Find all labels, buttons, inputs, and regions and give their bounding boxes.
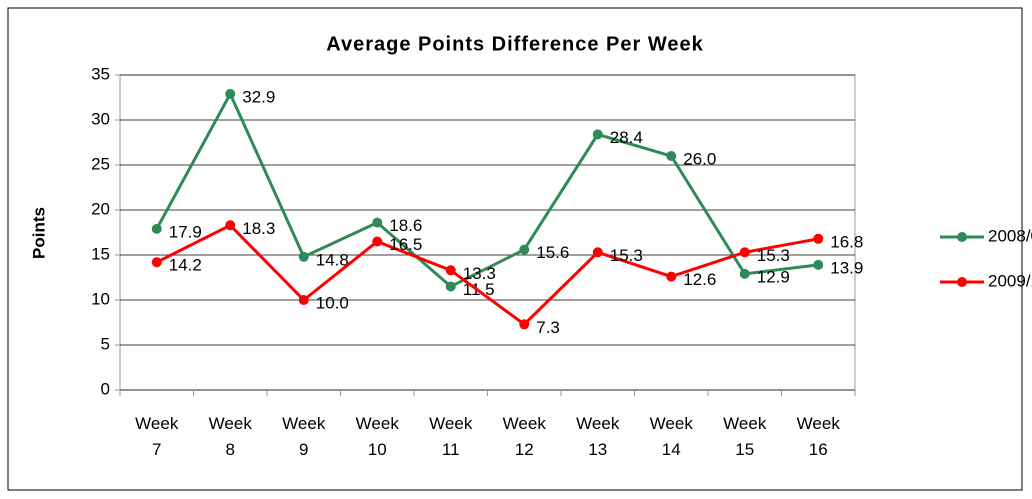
point <box>151 223 162 234</box>
data-label: 28.4 <box>610 128 643 147</box>
point <box>519 244 530 255</box>
x-tick-label: Week 8 <box>208 414 252 459</box>
data-label: 13.3 <box>463 264 496 283</box>
x-tick-label: Week 13 <box>576 414 620 459</box>
x-tick-label: Week 14 <box>649 414 693 459</box>
legend-marker <box>957 232 967 242</box>
point <box>372 217 383 228</box>
data-label: 12.6 <box>683 270 716 289</box>
data-label: 15.6 <box>536 243 569 262</box>
y-tick-label: 10 <box>91 289 110 308</box>
data-label: 14.2 <box>169 256 202 275</box>
point <box>666 271 677 282</box>
y-axis-label: Points <box>29 207 48 259</box>
data-label: 15.3 <box>757 246 790 265</box>
data-label: 16.8 <box>830 232 863 251</box>
point <box>592 129 603 140</box>
data-label: 16.5 <box>389 235 422 254</box>
x-tick-label: Week 12 <box>502 414 546 459</box>
point <box>813 259 824 270</box>
y-tick-label: 30 <box>91 109 110 128</box>
point <box>151 257 162 268</box>
data-label: 10.0 <box>316 293 349 312</box>
point <box>739 268 750 279</box>
data-label: 13.9 <box>830 258 863 277</box>
point <box>666 151 677 161</box>
x-tick-label: Week 7 <box>135 414 179 459</box>
series-line <box>155 90 819 289</box>
y-tick-label: 25 <box>91 154 110 173</box>
x-tick-label: Week 10 <box>355 414 399 459</box>
point <box>298 251 309 262</box>
data-label: 7.3 <box>536 318 560 337</box>
y-tick-label: 0 <box>101 379 110 398</box>
x-tick-label: Week 15 <box>723 414 767 459</box>
point <box>445 281 456 292</box>
y-tick-label: 20 <box>91 199 110 218</box>
data-label: 12.9 <box>757 267 790 286</box>
legend-label: 2009/10 <box>988 271 1032 290</box>
point <box>592 247 603 258</box>
plot-area <box>119 74 856 391</box>
point <box>225 220 236 231</box>
data-label: 14.8 <box>316 250 349 269</box>
x-tick-label: Week 9 <box>282 414 326 459</box>
y-tick-label: 35 <box>91 64 110 83</box>
x-tick-label: Week 16 <box>796 414 840 459</box>
data-label: 15.3 <box>610 246 643 265</box>
point <box>813 233 824 244</box>
data-label: 26.0 <box>683 149 716 168</box>
point <box>298 295 309 305</box>
y-tick-label: 5 <box>101 334 110 353</box>
series-line <box>156 223 819 327</box>
y-tick-label: 15 <box>91 244 110 263</box>
data-label: 18.6 <box>389 216 422 235</box>
chart-title: Average Points Difference Per Week <box>326 33 703 55</box>
point <box>225 88 236 99</box>
point <box>445 265 456 276</box>
data-label: 17.9 <box>169 222 202 241</box>
data-label: 18.3 <box>242 219 275 238</box>
point <box>739 247 750 258</box>
point <box>519 319 530 330</box>
data-label: 32.9 <box>242 87 275 106</box>
x-tick-label: Week 11 <box>429 414 473 459</box>
point <box>372 236 383 247</box>
legend-label: 2008/09 <box>988 226 1032 245</box>
legend-marker <box>957 277 967 287</box>
